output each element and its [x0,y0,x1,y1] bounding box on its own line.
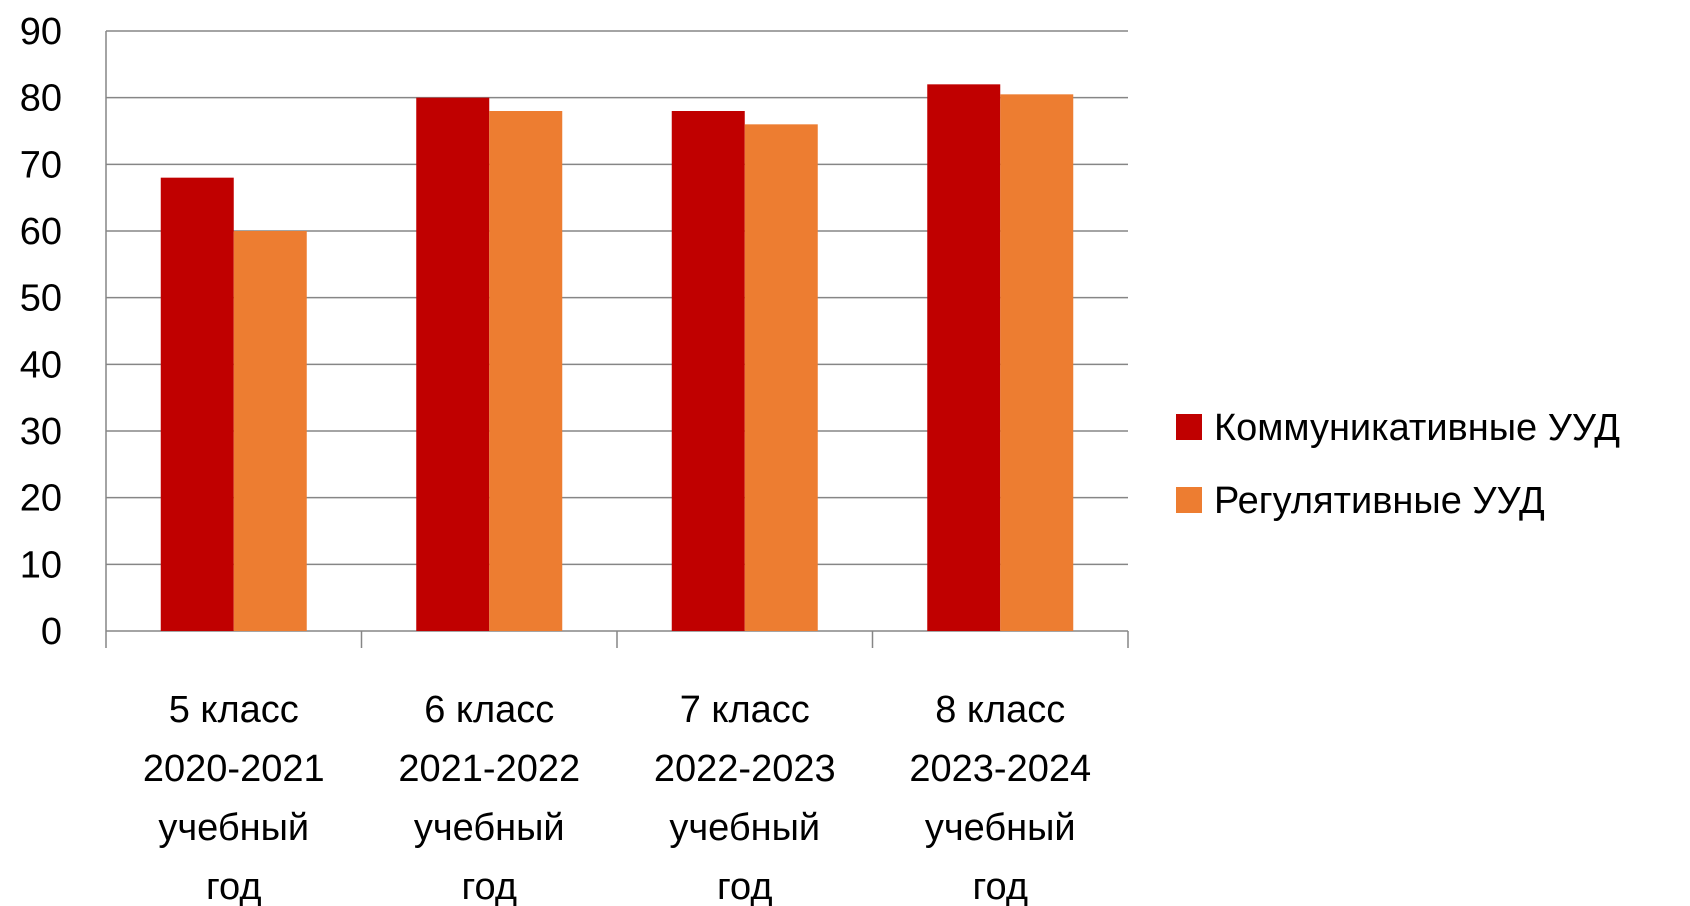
y-tick-label: 20 [20,478,62,520]
x-category-label: 5 класс 2020-2021 учебный год [143,689,325,906]
bar [416,97,490,631]
x-category-label-line: 7 класс [680,689,810,731]
x-category-label-line: учебный [158,807,309,849]
y-tick-label: 70 [20,144,62,186]
x-category-label: 6 класс 2021-2022 учебный год [398,689,580,906]
x-category-label-line: 2023-2024 [909,748,1091,790]
x-category-label-line: 5 класс [169,689,299,731]
x-category-label-line: 6 класс [424,689,554,731]
x-category-label: 7 класс 2022-2023 учебный год [654,689,836,906]
bar [671,111,745,631]
legend-swatch [1176,414,1202,440]
y-tick-label: 0 [41,611,62,653]
legend: Коммуникативные УУД Регулятивные УУД [1176,407,1620,522]
x-category-label-line: учебный [414,807,565,849]
x-category-label-line: учебный [925,807,1076,849]
y-tick-label: 60 [20,211,62,253]
x-category-label: 8 класс 2023-2024 учебный год [909,689,1091,906]
bar [927,84,1001,632]
y-tick-label: 50 [20,278,62,320]
x-category-label-line: учебный [669,807,820,849]
bar [744,124,818,631]
x-category-label-line: 2022-2023 [654,748,836,790]
x-category-label-line: 8 класс [935,689,1065,731]
x-category-label-line: год [462,866,518,906]
x-category-label-line: 2020-2021 [143,748,325,790]
legend-label: Регулятивные УУД [1214,480,1545,522]
bar [1000,94,1074,632]
bar [489,111,563,631]
x-category-labels: 5 класс 2020-2021 учебный год 6 класс 2021-20… [143,689,1091,906]
y-tick-label: 30 [20,411,62,453]
bars [160,84,1074,632]
bar [160,177,234,631]
legend-swatch [1176,487,1202,513]
x-category-label-line: 2021-2022 [398,748,580,790]
x-category-label-line: год [973,866,1029,906]
x-category-label-line: год [717,866,773,906]
y-tick-labels: 0 10 20 30 40 50 60 70 80 90 [20,11,62,653]
y-tick-label: 40 [20,344,62,386]
y-tick-label: 80 [20,78,62,120]
bar [233,231,307,631]
x-category-label-line: год [206,866,262,906]
y-tick-label: 90 [20,11,62,53]
legend-label: Коммуникативные УУД [1214,407,1620,449]
y-tick-label: 10 [20,544,62,586]
